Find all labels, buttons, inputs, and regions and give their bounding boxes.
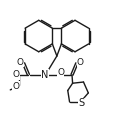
Text: S: S: [79, 98, 85, 108]
Text: O: O: [16, 58, 23, 67]
Text: O: O: [12, 70, 19, 79]
Text: O: O: [12, 82, 19, 91]
Text: O: O: [77, 58, 84, 67]
Text: O: O: [57, 68, 64, 77]
Text: N: N: [41, 70, 48, 80]
